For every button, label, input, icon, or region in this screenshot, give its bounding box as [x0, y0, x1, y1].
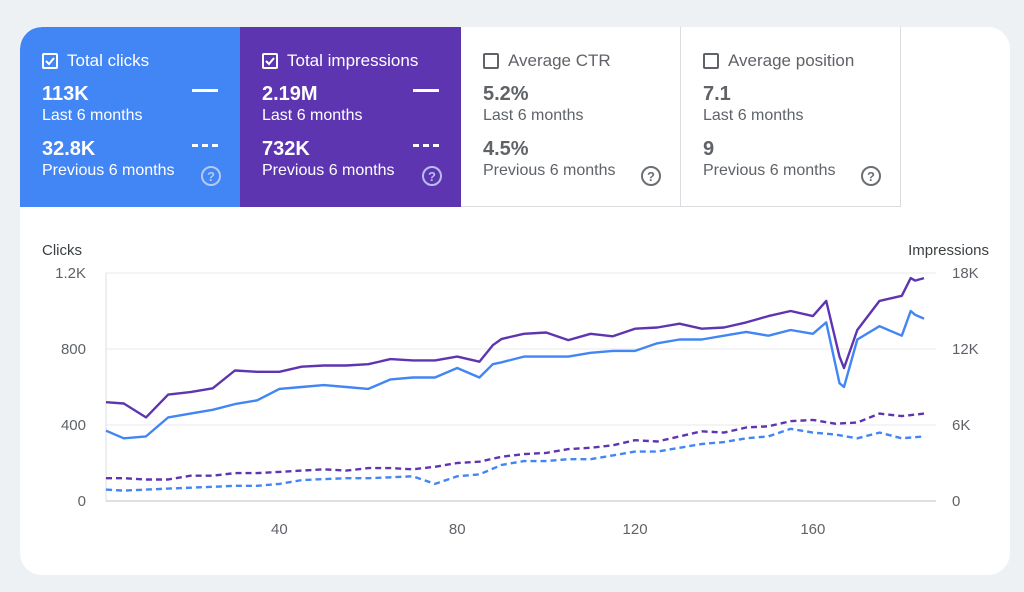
help-icon[interactable]: ?	[861, 166, 881, 186]
metric-value: 5.2%	[483, 83, 529, 105]
help-icon[interactable]: ?	[422, 166, 442, 186]
right-tick-label: 12K	[952, 341, 979, 358]
left-tick-label: 400	[61, 417, 86, 434]
metric-tile-average-ctr[interactable]: Average CTR 5.2% Last 6 months 4.5% Prev…	[461, 27, 681, 207]
metric-value: 113K	[42, 83, 89, 105]
metric-header: Total impressions	[262, 49, 461, 73]
metric-previous-value: 732K	[262, 138, 310, 160]
metric-label: Total clicks	[67, 51, 150, 70]
metric-period-caption: Last 6 months	[262, 107, 363, 124]
right-tick-label: 6K	[952, 417, 970, 434]
metric-header: Total clicks	[42, 49, 240, 73]
metric-label: Total impressions	[287, 51, 419, 70]
metric-tile-average-position[interactable]: Average position 7.1 Last 6 months 9 Pre…	[681, 27, 901, 207]
x-tick-label: 40	[271, 521, 288, 538]
metric-label: Average CTR	[508, 51, 611, 70]
metric-label: Average position	[728, 51, 855, 70]
metric-previous-caption: Previous 6 months	[42, 162, 175, 179]
metric-previous-caption: Previous 6 months	[483, 162, 616, 179]
metric-previous-value: 4.5%	[483, 138, 529, 160]
solid-line-legend-icon	[413, 89, 439, 92]
metric-value: 7.1	[703, 83, 731, 105]
solid-line-legend-icon	[192, 89, 218, 92]
checkbox-checked-icon[interactable]	[262, 53, 278, 69]
left-tick-label: 800	[61, 341, 86, 358]
series-line-clicks-current[interactable]	[105, 309, 925, 440]
x-tick-label: 120	[623, 521, 648, 538]
x-tick-label: 160	[800, 521, 825, 538]
metric-period-caption: Last 6 months	[703, 107, 804, 124]
metric-period-caption: Last 6 months	[483, 107, 584, 124]
metric-header: Average position	[703, 49, 900, 73]
left-tick-label: 0	[78, 493, 86, 510]
metric-previous-caption: Previous 6 months	[703, 162, 836, 179]
right-axis-title: Impressions	[908, 242, 989, 259]
help-icon[interactable]: ?	[201, 166, 221, 186]
chart-gridlines	[105, 272, 936, 502]
left-tick-label: 1.2K	[55, 265, 86, 282]
dashed-line-legend-icon	[192, 144, 218, 147]
metric-header: Average CTR	[483, 49, 680, 73]
series-line-clicks-previous[interactable]	[105, 427, 925, 492]
metric-tiles: Total clicks 113K Last 6 months 32.8K Pr…	[20, 27, 902, 207]
chart-series	[105, 276, 925, 492]
x-tick-label: 80	[449, 521, 466, 538]
metric-value: 2.19M	[262, 83, 318, 105]
metric-tile-total-clicks[interactable]: Total clicks 113K Last 6 months 32.8K Pr…	[20, 27, 240, 207]
checkbox-checked-icon[interactable]	[42, 53, 58, 69]
performance-card: Total clicks 113K Last 6 months 32.8K Pr…	[20, 27, 1010, 575]
help-icon[interactable]: ?	[641, 166, 661, 186]
series-line-impressions-current[interactable]	[105, 276, 925, 419]
metric-previous-value: 32.8K	[42, 138, 96, 160]
series-line-impressions-previous[interactable]	[106, 412, 925, 481]
dashed-line-legend-icon	[413, 144, 439, 147]
right-tick-label: 18K	[952, 265, 979, 282]
metric-previous-value: 9	[703, 138, 715, 160]
chart-tick-labels: 0 400 800 1.2K 0 6K 12K 18K 40 80 120 160	[55, 265, 979, 538]
metric-previous-caption: Previous 6 months	[262, 162, 395, 179]
checkbox-unchecked-icon[interactable]	[483, 53, 499, 69]
metric-tile-total-impressions[interactable]: Total impressions 2.19M Last 6 months 73…	[240, 27, 461, 207]
checkbox-unchecked-icon[interactable]	[703, 53, 719, 69]
performance-line-chart[interactable]: Clicks Impressions 0 400 800 1.2K 0 6K 12K 18K 4…	[20, 27, 1010, 575]
right-tick-label: 0	[952, 493, 960, 510]
metric-period-caption: Last 6 months	[42, 107, 143, 124]
left-axis-title: Clicks	[42, 242, 82, 259]
